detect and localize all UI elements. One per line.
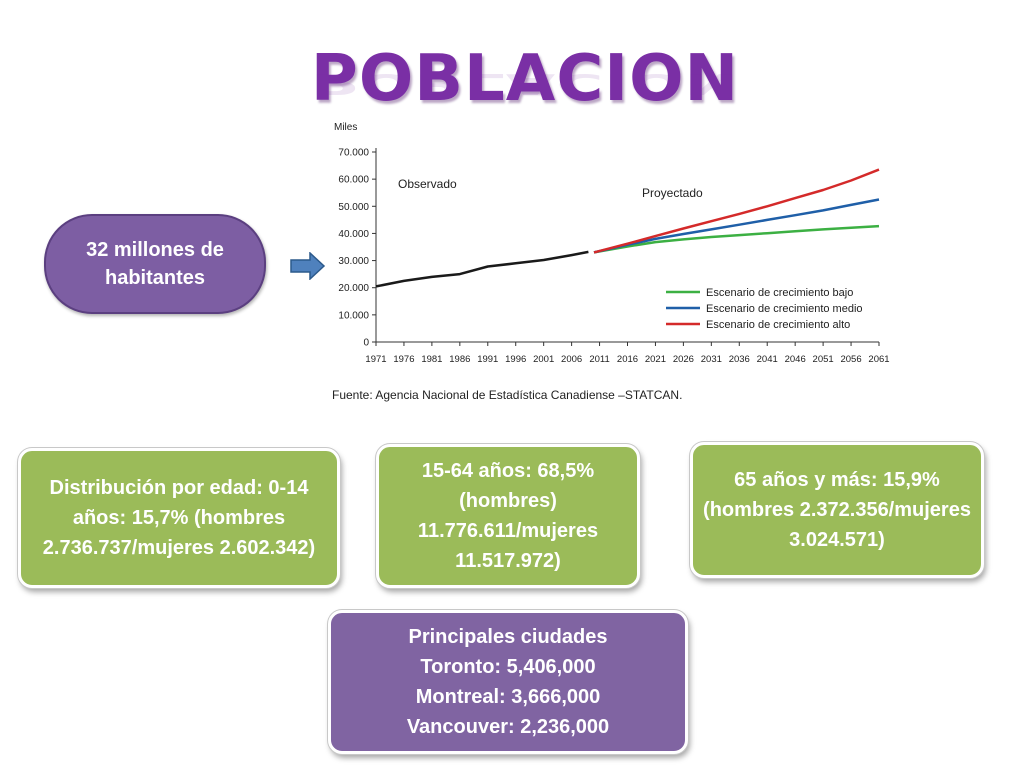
x-tick-label: 2031 bbox=[701, 354, 722, 365]
age-15-64-text: 15-64 años: 68,5% (hombres) 11.776.611/m… bbox=[417, 460, 599, 572]
city-vancouver: Vancouver: 2,236,000 bbox=[406, 716, 610, 738]
y-tick-label: 70.000 bbox=[338, 148, 369, 159]
y-tick-label: 40.000 bbox=[338, 229, 369, 240]
x-tick-label: 2026 bbox=[673, 354, 694, 365]
city-toronto: Toronto: 5,406,000 bbox=[420, 656, 596, 678]
series-line-scenario-2 bbox=[593, 198, 880, 254]
population-pill-text: 32 millones de habitantes bbox=[86, 239, 224, 289]
x-tick-label: 2061 bbox=[868, 354, 889, 365]
y-axis-label: Miles bbox=[334, 122, 357, 133]
x-tick-label: 1976 bbox=[393, 354, 414, 365]
age-15-64-box: 15-64 años: 68,5% (hombres) 11.776.611/m… bbox=[376, 444, 640, 588]
age-65-box: 65 años y más: 15,9% (hombres 2.372.356/… bbox=[690, 442, 984, 578]
x-tick-label: 1996 bbox=[505, 354, 526, 365]
cities-heading: Principales ciudades bbox=[408, 626, 608, 648]
age-0-14-box: Distribución por edad: 0-14 años: 15,7% … bbox=[18, 448, 340, 588]
slide-title-reflection: POBLACION bbox=[310, 66, 740, 100]
x-tick-label: 2011 bbox=[589, 354, 609, 365]
slide-title: POBLACION bbox=[310, 42, 740, 116]
legend-label: Escenario de crecimiento medio bbox=[706, 303, 863, 315]
y-tick-label: 10.000 bbox=[338, 310, 369, 321]
x-tick-label: 2046 bbox=[785, 354, 806, 365]
x-tick-label: 1981 bbox=[421, 354, 442, 365]
x-tick-label: 2036 bbox=[729, 354, 750, 365]
x-tick-label: 1971 bbox=[365, 354, 386, 365]
y-tick-label: 0 bbox=[363, 338, 369, 349]
x-tick-label: 1986 bbox=[449, 354, 470, 365]
legend-label: Escenario de crecimiento alto bbox=[706, 319, 850, 331]
y-tick-label: 20.000 bbox=[338, 283, 369, 294]
x-tick-label: 1991 bbox=[477, 354, 498, 365]
series-line-scenario-1 bbox=[593, 224, 880, 254]
x-tick-label: 2051 bbox=[813, 354, 834, 365]
x-tick-label: 2021 bbox=[645, 354, 666, 365]
cities-box: Principales ciudades Toronto: 5,406,000 … bbox=[328, 610, 688, 754]
x-tick-label: 2056 bbox=[840, 354, 861, 365]
y-tick-label: 60.000 bbox=[338, 175, 369, 186]
series-line-scenario-3 bbox=[593, 168, 880, 254]
age-0-14-text: Distribución por edad: 0-14 años: 15,7% … bbox=[42, 477, 316, 559]
y-tick-label: 30.000 bbox=[338, 256, 369, 267]
population-chart: Miles 0 10.000 20.000 30.000 40.000 50.000 60.0… bbox=[332, 122, 890, 402]
x-tick-label: 2016 bbox=[617, 354, 638, 365]
age-65-text: 65 años y más: 15,9% (hombres 2.372.356/… bbox=[703, 469, 971, 551]
x-tick-label: 2041 bbox=[757, 354, 778, 365]
chart-source: Fuente: Agencia Nacional de Estadística … bbox=[332, 388, 682, 402]
y-tick-label: 50.000 bbox=[338, 202, 369, 213]
population-pill: 32 millones de habitantes bbox=[44, 214, 266, 314]
city-montreal: Montreal: 3,666,000 bbox=[415, 686, 601, 708]
annotation-observed: Observado bbox=[398, 177, 457, 191]
right-arrow-icon bbox=[290, 252, 326, 280]
series-line-observed bbox=[375, 250, 589, 288]
x-tick-label: 2006 bbox=[561, 354, 582, 365]
x-tick-label: 2001 bbox=[533, 354, 554, 365]
legend-label: Escenario de crecimiento bajo bbox=[706, 287, 853, 299]
annotation-projected: Proyectado bbox=[642, 186, 703, 200]
